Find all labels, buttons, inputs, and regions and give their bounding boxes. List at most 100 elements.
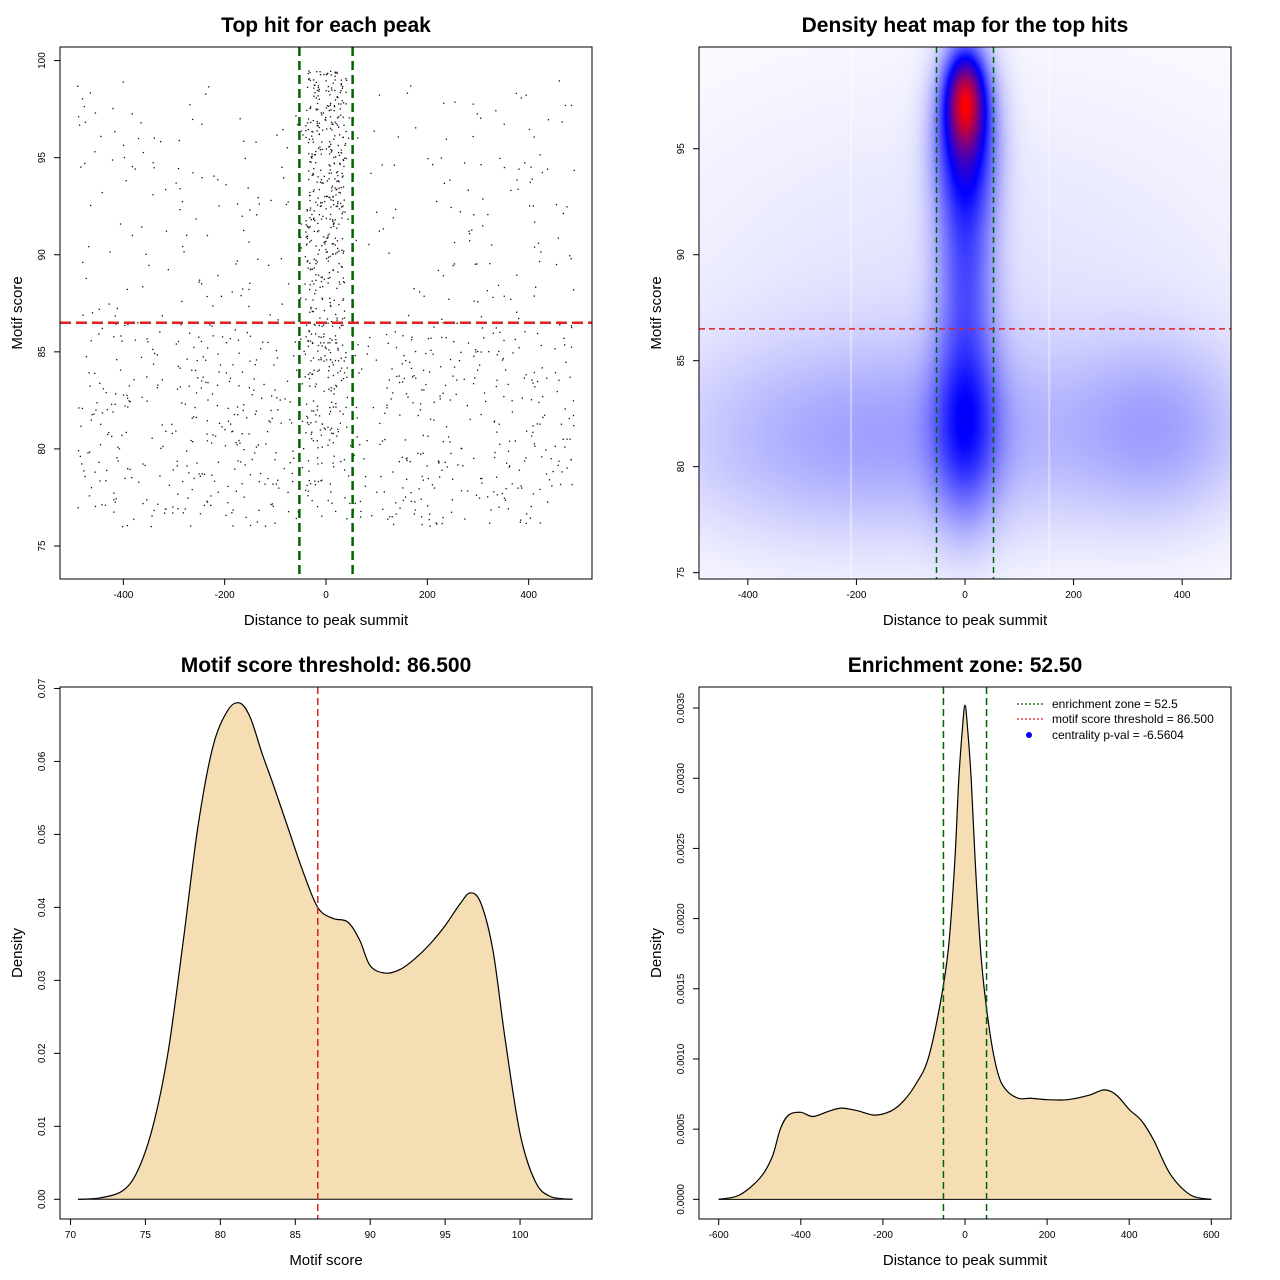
scatter-point [126, 525, 129, 527]
scatter-point [320, 202, 322, 204]
scatter-point [330, 387, 332, 389]
scatter-point [341, 217, 343, 219]
scatter-point [482, 198, 484, 200]
scatter-point [516, 179, 518, 181]
scatter-point [387, 518, 389, 520]
score-density-y-axis: 0.000.010.020.030.040.050.060.07 [37, 678, 60, 1209]
scatter-point [338, 360, 340, 362]
scatter-point [334, 79, 336, 81]
scatter-point [392, 471, 394, 473]
scatter-point [540, 344, 542, 347]
scatter-point [456, 379, 458, 381]
scatter-point [146, 338, 148, 340]
scatter-point [330, 427, 333, 429]
scatter-point [337, 347, 339, 350]
scatter-point [101, 327, 103, 330]
scatter-point [317, 147, 320, 149]
scatter-point [329, 352, 332, 354]
scatter-point [323, 390, 325, 392]
scatter-point [376, 491, 378, 493]
scatter-point [335, 342, 338, 344]
scatter-point [310, 207, 312, 209]
scatter-point [235, 490, 237, 492]
scatter-point [80, 425, 82, 427]
scatter-point [487, 214, 489, 216]
scatter-point [334, 135, 336, 137]
scatter-point [243, 404, 245, 406]
scatter-point [369, 336, 371, 339]
scatter-point [517, 188, 519, 190]
distance-density-y-tick-label: 0.0000 [676, 1184, 687, 1215]
scatter-y-tick-label: 100 [37, 52, 48, 69]
scatter-point [308, 330, 310, 332]
scatter-point [317, 447, 319, 449]
scatter-point [255, 410, 257, 412]
scatter-point [307, 340, 309, 342]
scatter-point [98, 333, 100, 335]
scatter-point [413, 513, 415, 515]
scatter-point [331, 185, 334, 187]
scatter-point [88, 495, 91, 497]
scatter-point [318, 359, 320, 361]
scatter-point [334, 335, 337, 337]
scatter-point [326, 237, 328, 239]
scatter-point [333, 299, 335, 301]
scatter-point [410, 492, 412, 494]
scatter-point [191, 369, 193, 371]
scatter-point [301, 383, 303, 385]
scatter-point [472, 135, 474, 138]
scatter-point [391, 516, 393, 518]
scatter-point [271, 503, 274, 505]
scatter-point [85, 356, 88, 358]
scatter-point [409, 461, 411, 463]
scatter-point [156, 354, 158, 356]
scatter-point [410, 500, 412, 502]
scatter-point [316, 181, 318, 183]
scatter-point [113, 511, 115, 513]
scatter-point [217, 353, 219, 355]
scatter-point [452, 264, 454, 267]
scatter-point [282, 177, 285, 179]
scatter-point [312, 218, 315, 220]
scatter-point [348, 117, 350, 119]
scatter-point [309, 71, 311, 74]
scatter-point [112, 411, 114, 413]
scatter-point [331, 243, 333, 245]
scatter-point [514, 440, 516, 442]
scatter-point [225, 514, 227, 517]
scatter-point [354, 502, 356, 505]
scatter-point [317, 204, 319, 206]
scatter-point [330, 151, 332, 153]
scatter-point [259, 472, 262, 475]
scatter-point [332, 364, 334, 366]
scatter-point [325, 116, 327, 119]
scatter-point [505, 488, 507, 490]
score-density-plot-frame [59, 686, 593, 1220]
scatter-point [79, 455, 81, 457]
scatter-point [255, 359, 258, 361]
scatter-point [227, 502, 229, 504]
scatter-point [310, 239, 312, 242]
scatter-point [474, 377, 476, 379]
scatter-point [82, 261, 84, 264]
scatter-point [266, 431, 269, 433]
scatter-point [410, 339, 413, 341]
scatter-point [542, 416, 544, 419]
scatter-point [475, 351, 477, 353]
scatter-point [357, 344, 359, 346]
scatter-point [217, 461, 220, 463]
scatter-point [344, 469, 346, 471]
scatter-point [219, 364, 222, 366]
scatter-point [312, 299, 314, 301]
scatter-point [81, 463, 83, 465]
scatter-point [121, 434, 123, 437]
scatter-point [321, 276, 323, 278]
scatter-point [335, 510, 337, 513]
scatter-point [346, 396, 348, 399]
scatter-point [518, 469, 521, 471]
scatter-point [317, 176, 319, 178]
scatter-point [339, 163, 341, 166]
scatter-point [310, 161, 312, 163]
scatter-point [199, 513, 202, 515]
scatter-point [317, 350, 319, 352]
